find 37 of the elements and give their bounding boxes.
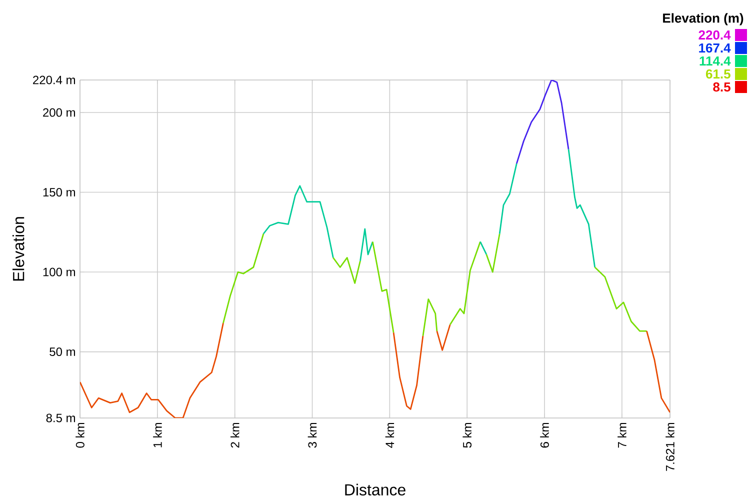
line-series <box>372 241 394 334</box>
line-series <box>392 332 424 410</box>
y-tick-label: 200 m <box>43 108 75 117</box>
line-series <box>262 185 334 258</box>
x-tick-label: 0 km <box>76 422 84 448</box>
y-tick-label: 8.5 m <box>46 414 76 422</box>
line-series <box>422 298 438 337</box>
line-series <box>360 228 374 262</box>
y-tick-label: 100 m <box>43 268 75 276</box>
x-tick-label: 7 km <box>618 422 626 448</box>
color-bar-label: 167.4 <box>699 43 731 53</box>
x-tick-label: 3 km <box>308 422 317 448</box>
color-bar-title: Elevation (m) <box>663 13 744 26</box>
x-tick-label: 4 km <box>385 422 394 448</box>
line-series <box>332 256 361 284</box>
y-tick-label: 220.4 m <box>33 76 75 84</box>
line-series <box>222 233 264 324</box>
x-tick-label: 5 km <box>462 422 472 448</box>
color-bar-label: 8.5 <box>713 82 730 92</box>
y-axis-title: Elevation <box>12 217 24 281</box>
line-series <box>516 80 570 164</box>
x-tick-label: 6 km <box>540 422 549 448</box>
line-series <box>594 266 648 332</box>
color-bar-label: 114.4 <box>700 56 731 66</box>
x-tick-label: 2 km <box>230 422 240 448</box>
line-series <box>80 322 224 418</box>
x-tick-label: 7.621 km <box>666 422 674 471</box>
x-axis-title: Distance <box>345 484 406 496</box>
line-series <box>646 330 670 414</box>
y-tick-label: 50 m <box>50 348 76 356</box>
line-series <box>568 148 596 268</box>
line-series <box>498 162 518 234</box>
y-tick-label: 150 m <box>43 188 75 197</box>
x-tick-label: 1 km <box>153 422 162 448</box>
line-series <box>449 241 481 326</box>
color-bar-label: 220.4 <box>698 30 731 40</box>
color-bar-label: 61.5 <box>706 69 730 79</box>
